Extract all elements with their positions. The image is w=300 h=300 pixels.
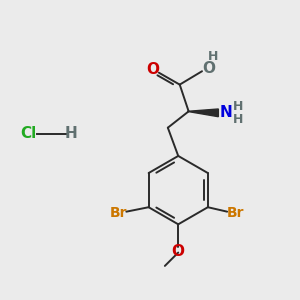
Text: H: H bbox=[208, 50, 218, 64]
Text: N: N bbox=[220, 105, 233, 120]
Polygon shape bbox=[187, 109, 218, 117]
Text: O: O bbox=[146, 62, 159, 77]
Text: O: O bbox=[202, 61, 215, 76]
Text: H: H bbox=[65, 126, 78, 141]
Text: Br: Br bbox=[110, 206, 127, 220]
Text: H: H bbox=[232, 113, 243, 126]
Text: Cl: Cl bbox=[20, 126, 36, 141]
Text: O: O bbox=[172, 244, 185, 260]
Text: H: H bbox=[232, 100, 243, 113]
Text: Br: Br bbox=[226, 206, 244, 220]
